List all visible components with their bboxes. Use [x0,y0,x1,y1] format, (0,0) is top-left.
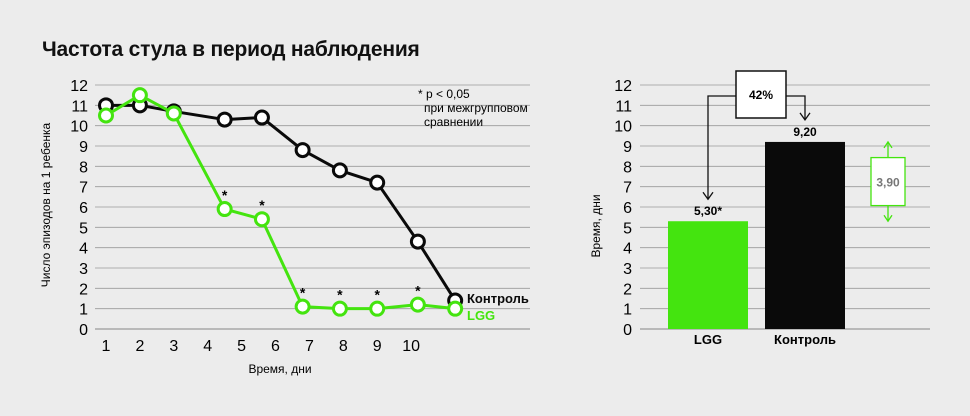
data-point [131,87,148,104]
data-point [216,111,233,128]
data-point [294,142,311,159]
data-point [447,300,464,317]
line-chart-series: * * * * * * [98,87,464,317]
y-tick-label: 10 [614,119,632,136]
line-chart-series-labels: Контроль LGG [467,291,529,323]
y-tick-label: 1 [79,302,88,319]
series-label-control: Контроль [467,291,529,306]
arrow-head-lgg [702,191,714,201]
significance-asterisk: * [259,197,265,213]
data-point [294,298,311,315]
series-label-lgg: LGG [467,308,495,323]
data-point [331,300,348,317]
line-chart-y-axis-label: Число эпизодов на 1 ребенка [39,122,53,287]
significance-asterisk: * [300,285,306,301]
y-tick-label: 12 [614,78,632,95]
x-tick-label: 8 [339,338,348,355]
bar-control [765,141,845,329]
data-point [369,174,386,191]
bar-chart-annotations: 42% 3,90 [702,70,906,223]
significance-asterisk: * [374,287,380,303]
y-tick-label: 4 [623,241,632,258]
x-tick-label: 7 [305,338,314,355]
series-control [98,97,464,309]
y-tick-label: 12 [70,78,88,95]
y-tick-label: 2 [623,281,632,298]
line-chart-x-ticks: 1 2 3 4 5 6 7 8 9 10 [102,338,421,355]
series-lgg: * * * * * * [98,87,464,317]
difference-arrow-down [883,214,893,223]
y-tick-label: 7 [79,180,88,197]
data-point [98,107,114,124]
y-tick-label: 11 [615,98,632,115]
y-tick-label: 5 [623,220,632,237]
chart-title: Частота стула в период наблюдения [42,38,420,61]
data-point [165,105,182,122]
y-tick-label: 8 [79,159,88,176]
y-tick-label: 2 [79,281,88,298]
y-tick-label: 9 [623,139,632,156]
y-tick-label: 6 [79,200,88,217]
y-tick-label: 3 [79,261,88,278]
x-tick-label: 9 [373,338,382,355]
y-tick-label: 8 [623,159,632,176]
difference-box [870,156,906,207]
difference-arrow-up [883,140,893,149]
y-tick-label: 7 [623,180,632,197]
x-tick-label: 10 [402,338,420,355]
note-line: сравнении [424,115,483,129]
data-point [331,162,348,179]
significance-asterisk: * [222,187,228,203]
bar-value-label: 9,20 [793,125,817,139]
line-chart-x-axis-label: Время, дни [248,362,311,376]
x-tick-label: 4 [203,338,212,355]
x-tick-label: 6 [271,338,280,355]
bar-category-label: LGG [694,332,722,347]
bar-category-label: Контроль [774,332,836,347]
arrow-line-lgg [707,95,736,200]
data-point [409,233,426,250]
note-line: * p < 0,05 [418,87,470,101]
series-line [105,93,456,311]
data-point [216,201,233,218]
data-point [369,300,386,317]
y-tick-label: 3 [623,261,632,278]
significance-asterisk: * [337,287,343,303]
line-chart-grid [95,84,530,330]
reduction-box [735,70,787,119]
reduction-label: 42% [749,88,773,102]
data-point [253,211,270,228]
y-tick-label: 10 [70,119,88,136]
significance-asterisk: * [415,283,421,299]
bar-chart-y-axis-label: Время, дни [589,194,603,257]
x-tick-label: 5 [237,338,246,355]
y-tick-label: 4 [79,241,88,258]
series-line [106,103,457,302]
y-tick-label: 6 [623,200,632,217]
x-tick-label: 3 [169,338,178,355]
x-tick-label: 2 [135,338,144,355]
bar-lgg [668,221,748,329]
y-tick-label: 11 [71,98,88,115]
y-tick-label: 0 [79,322,88,339]
difference-label: 3,90 [876,176,900,190]
y-tick-label: 9 [79,139,88,156]
arrow-line-control [786,95,806,120]
data-point [253,109,270,126]
bar-chart-bars: 5,30* LGG 9,20 Контроль [668,125,845,347]
data-point [409,296,426,313]
x-tick-label: 1 [102,338,111,355]
y-tick-label: 0 [623,322,632,339]
note-line: при межгрупповом [424,101,528,115]
arrow-head-control [799,112,811,122]
bar-value-label: 5,30* [694,204,722,218]
y-tick-label: 1 [623,302,632,319]
y-tick-label: 5 [79,220,88,237]
